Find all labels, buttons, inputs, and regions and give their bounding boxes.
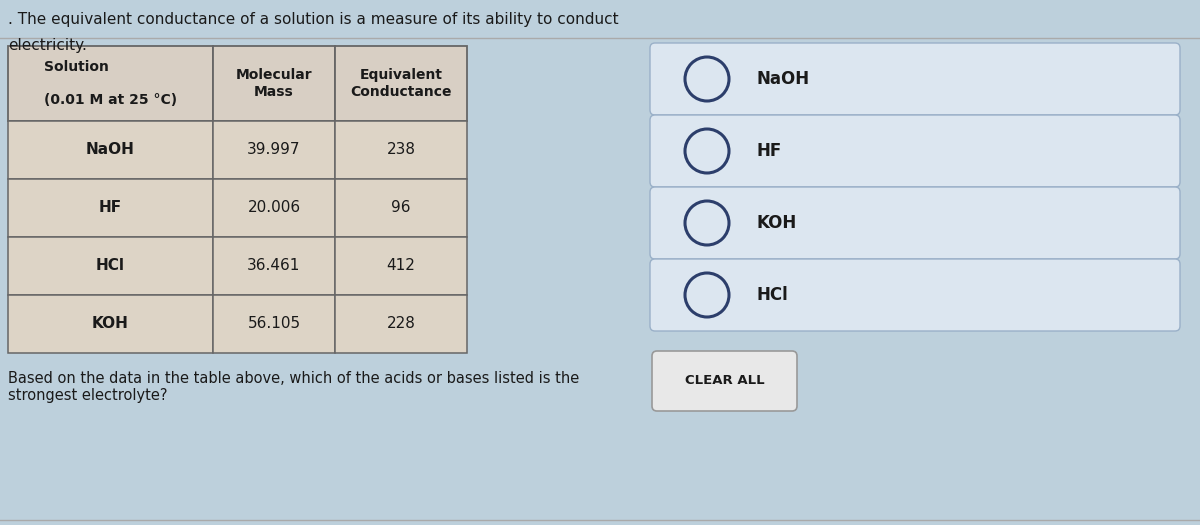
FancyBboxPatch shape [8, 46, 214, 121]
FancyBboxPatch shape [8, 121, 214, 179]
FancyBboxPatch shape [650, 187, 1180, 259]
FancyBboxPatch shape [650, 259, 1180, 331]
FancyBboxPatch shape [8, 295, 214, 353]
Text: . The equivalent conductance of a solution is a measure of its ability to conduc: . The equivalent conductance of a soluti… [8, 12, 619, 27]
Text: HF: HF [757, 142, 782, 160]
Text: Equivalent
Conductance: Equivalent Conductance [350, 68, 451, 99]
FancyBboxPatch shape [650, 43, 1180, 115]
Text: KOH: KOH [757, 214, 797, 232]
Text: 96: 96 [391, 201, 410, 215]
Text: Solution

(0.01 M at 25 °C): Solution (0.01 M at 25 °C) [44, 60, 178, 107]
FancyBboxPatch shape [335, 46, 467, 121]
Text: electricity.: electricity. [8, 38, 86, 53]
FancyBboxPatch shape [214, 121, 335, 179]
FancyBboxPatch shape [650, 115, 1180, 187]
FancyBboxPatch shape [214, 295, 335, 353]
FancyBboxPatch shape [335, 295, 467, 353]
Text: Based on the data in the table above, which of the acids or bases listed is the
: Based on the data in the table above, wh… [8, 371, 580, 403]
FancyBboxPatch shape [214, 179, 335, 237]
FancyBboxPatch shape [652, 351, 797, 411]
Text: 56.105: 56.105 [247, 317, 300, 331]
Text: HF: HF [98, 201, 122, 215]
Text: Molecular
Mass: Molecular Mass [235, 68, 312, 99]
FancyBboxPatch shape [335, 237, 467, 295]
Text: HCl: HCl [96, 258, 125, 274]
Text: 39.997: 39.997 [247, 142, 301, 158]
FancyBboxPatch shape [335, 121, 467, 179]
FancyBboxPatch shape [8, 237, 214, 295]
Text: 20.006: 20.006 [247, 201, 300, 215]
FancyBboxPatch shape [214, 46, 335, 121]
Text: 238: 238 [386, 142, 415, 158]
FancyBboxPatch shape [8, 179, 214, 237]
Text: 228: 228 [386, 317, 415, 331]
FancyBboxPatch shape [335, 179, 467, 237]
Text: NaOH: NaOH [757, 70, 810, 88]
Text: CLEAR ALL: CLEAR ALL [685, 374, 764, 387]
Text: 36.461: 36.461 [247, 258, 301, 274]
Text: 412: 412 [386, 258, 415, 274]
Text: KOH: KOH [92, 317, 128, 331]
Text: HCl: HCl [757, 286, 788, 304]
Text: NaOH: NaOH [86, 142, 134, 158]
FancyBboxPatch shape [214, 237, 335, 295]
